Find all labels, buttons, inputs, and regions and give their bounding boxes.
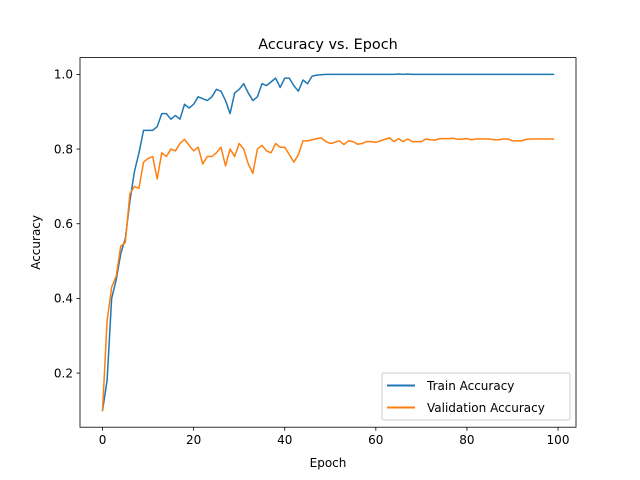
y-tick-label: 0.6 (54, 217, 73, 231)
x-tick-label: 20 (186, 433, 201, 447)
legend-label-train-accuracy: Train Accuracy (426, 379, 514, 393)
legend-box (381, 372, 571, 421)
legend-label-validation-accuracy: Validation Accuracy (427, 401, 545, 415)
y-tick-label: 0.4 (54, 292, 73, 306)
y-tick-label: 1.0 (54, 68, 73, 82)
series-layer (101, 73, 555, 412)
x-tick-label: 60 (368, 433, 383, 447)
chart-legend: Train Accuracy Validation Accuracy (381, 372, 571, 421)
chart-title: Accuracy vs. Epoch (258, 37, 398, 53)
y-axis-ticks: 0.2 0.4 0.6 0.8 1.0 (54, 68, 80, 380)
x-axis-label: Epoch (310, 456, 347, 470)
plot-area-frame (79, 57, 577, 428)
x-tick-label: 0 (99, 433, 107, 447)
x-axis-ticks: 0 20 40 60 80 100 (99, 427, 570, 447)
y-tick-label: 0.8 (54, 142, 73, 156)
y-tick-label: 0.2 (54, 366, 73, 380)
x-tick-label: 80 (459, 433, 474, 447)
y-axis-label: Accuracy (29, 215, 43, 270)
series-line-train-accuracy (101, 73, 555, 412)
series-line-validation-accuracy (101, 137, 555, 412)
x-tick-label: 100 (547, 433, 570, 447)
x-tick-label: 40 (277, 433, 292, 447)
